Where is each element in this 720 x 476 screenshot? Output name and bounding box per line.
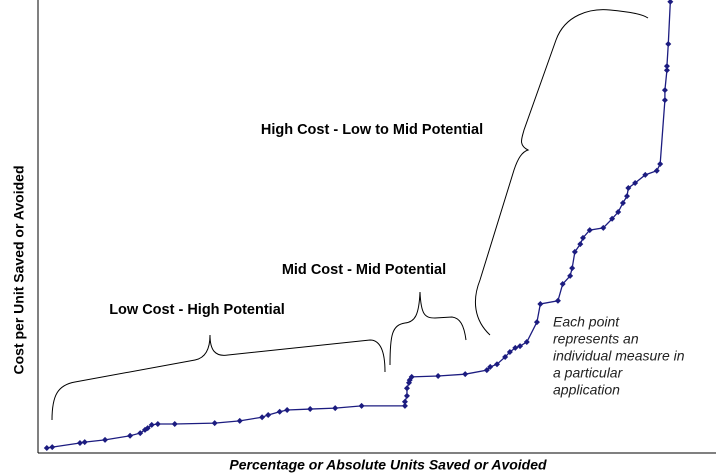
note-line: application <box>553 382 620 398</box>
point <box>435 372 442 379</box>
point <box>533 319 540 326</box>
point <box>569 265 576 272</box>
point <box>358 402 365 409</box>
point <box>657 160 664 167</box>
point <box>559 281 566 288</box>
point <box>567 272 574 279</box>
point <box>506 348 513 355</box>
annotation: High Cost - Low to Mid Potential <box>261 122 483 138</box>
x-axis-label: Percentage or Absolute Units Saved or Av… <box>229 457 547 473</box>
point <box>76 440 83 447</box>
annotation: Low Cost - High Potential <box>109 302 285 318</box>
point <box>81 439 88 446</box>
note-line: Each point <box>553 314 620 330</box>
point <box>259 414 266 421</box>
annotation: Mid Cost - Mid Potential <box>282 262 446 278</box>
line <box>46 1 671 449</box>
point <box>615 209 622 216</box>
point <box>663 67 670 74</box>
point <box>623 193 630 200</box>
point <box>148 421 155 428</box>
point <box>144 425 151 432</box>
point <box>462 371 469 378</box>
brace <box>389 291 467 366</box>
point <box>586 227 593 234</box>
point <box>408 373 415 380</box>
point <box>619 199 626 206</box>
point <box>43 445 50 452</box>
point <box>625 184 632 191</box>
point <box>401 398 408 405</box>
point <box>154 421 161 428</box>
point <box>663 63 670 70</box>
point <box>512 344 519 351</box>
point <box>265 411 272 418</box>
point <box>102 436 109 443</box>
point <box>579 234 586 241</box>
point <box>49 444 56 451</box>
point <box>502 353 509 360</box>
point <box>403 392 410 399</box>
point <box>403 385 410 392</box>
point <box>236 417 243 424</box>
point <box>401 402 408 409</box>
point <box>667 0 674 5</box>
point <box>554 297 561 304</box>
point <box>571 248 578 255</box>
brace <box>474 9 649 336</box>
point <box>276 408 283 415</box>
point <box>307 406 314 413</box>
point <box>137 430 144 437</box>
point <box>332 405 339 412</box>
y-axis-label: Cost per Unit Saved or Avoided <box>11 166 27 375</box>
point <box>487 363 494 370</box>
point <box>665 40 672 47</box>
point <box>661 97 668 104</box>
point <box>577 241 584 248</box>
brace <box>51 334 386 421</box>
point <box>517 343 524 350</box>
point <box>284 406 291 413</box>
note-line: represents an <box>553 331 639 347</box>
point <box>653 167 660 174</box>
point <box>494 361 501 368</box>
note-line: individual measure in <box>553 348 685 364</box>
point <box>537 300 544 307</box>
point <box>661 87 668 94</box>
point <box>211 420 218 427</box>
point <box>642 171 649 178</box>
point <box>609 215 616 222</box>
note-line: a particular <box>553 365 624 381</box>
point <box>632 180 639 187</box>
point <box>600 224 607 231</box>
point <box>171 421 178 428</box>
point <box>483 367 490 374</box>
point <box>523 339 530 346</box>
point <box>127 432 134 439</box>
